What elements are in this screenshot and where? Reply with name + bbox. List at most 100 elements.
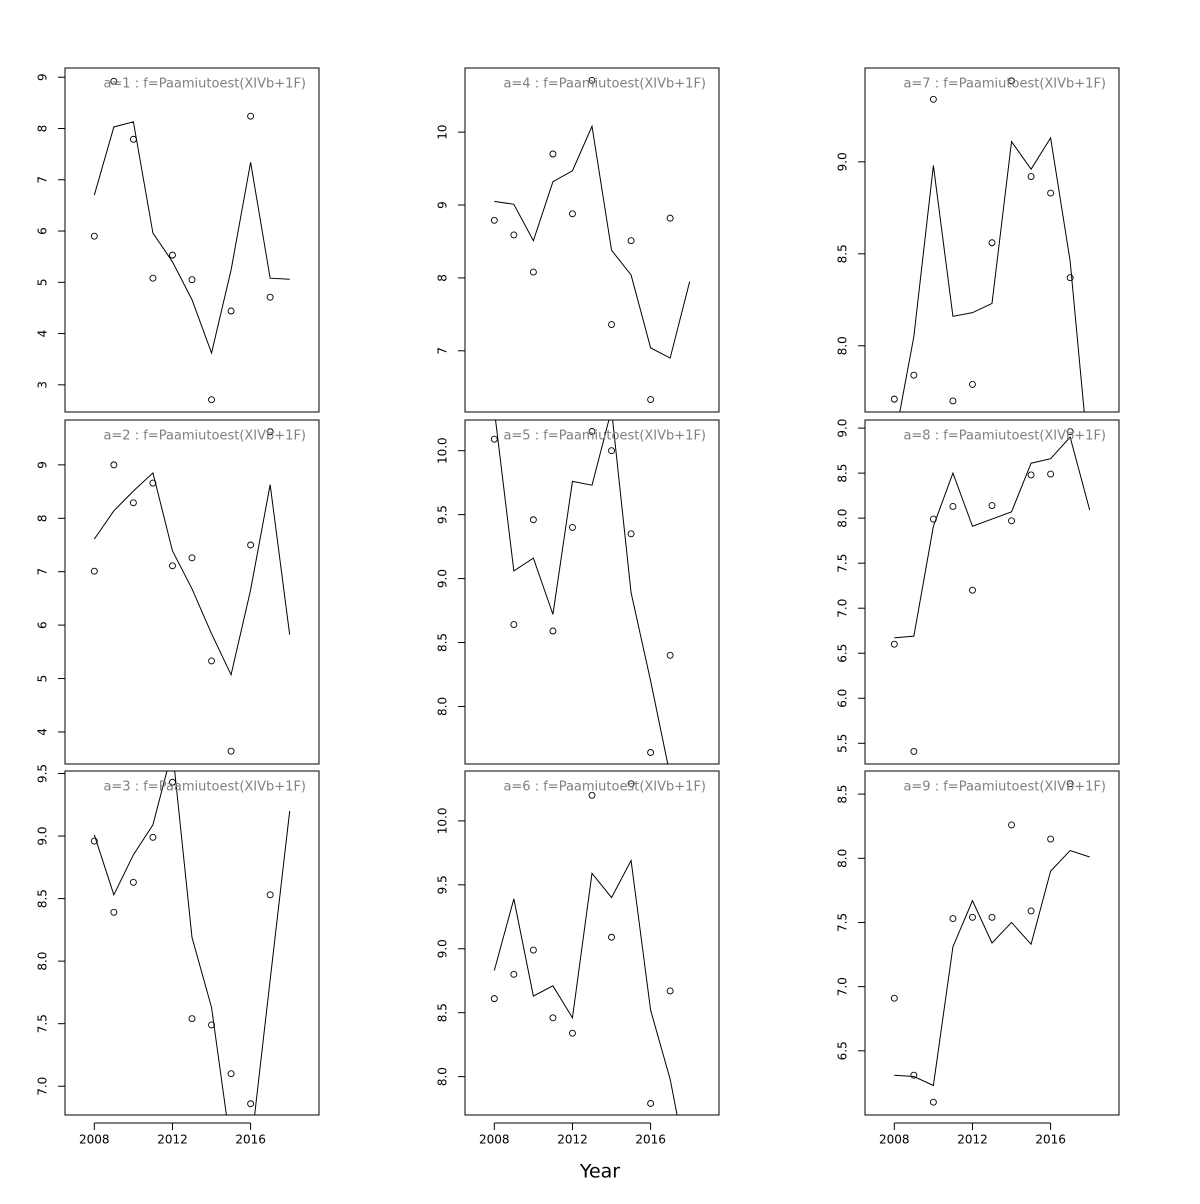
point (247, 541, 255, 549)
point (666, 987, 674, 995)
point (208, 657, 215, 665)
fitted-line (894, 850, 1090, 1087)
point (988, 913, 996, 921)
y-tick-label: 8.5 (836, 464, 850, 483)
point (227, 1070, 235, 1078)
panel-frame (864, 419, 1120, 765)
point (149, 833, 157, 841)
point (1047, 189, 1055, 197)
y-tick-label: 7.5 (836, 913, 850, 932)
point (490, 435, 498, 443)
fitted-line (495, 420, 669, 764)
point (890, 994, 898, 1002)
point (569, 523, 576, 531)
y-tick-label: 8 (436, 274, 450, 282)
y-tick-label: 8.0 (836, 336, 850, 355)
point (266, 428, 274, 436)
point (1027, 907, 1035, 915)
plot-area (490, 76, 691, 404)
point (490, 216, 498, 224)
point (227, 307, 235, 315)
panel-frame (464, 67, 720, 413)
panel-title: a=5 : f=Paamiutoest(XIVb+1F) (503, 429, 706, 444)
point (588, 428, 596, 435)
point (129, 499, 137, 507)
y-tick-label: 5 (36, 278, 50, 286)
point (529, 516, 537, 524)
point (90, 232, 98, 240)
y-tick-label: 9.5 (436, 875, 450, 894)
y-tick-label: 8.0 (436, 697, 450, 716)
fitted-line (93, 121, 290, 355)
point (910, 1071, 918, 1079)
panel-title: a=2 : f=Paamiutoest(XIVb+1F) (103, 429, 306, 444)
panel: a=2 : f=Paamiutoest(XIVb+1F) 4 5 6 7 8 9 (36, 419, 320, 765)
y-tick-label: 6.5 (836, 1041, 850, 1060)
point (608, 321, 615, 328)
plot-area (90, 77, 290, 404)
y-tick-label: 6.0 (836, 689, 850, 708)
x-tick-label: 2016 (1035, 1133, 1066, 1147)
y-tick-label: 8.5 (436, 1003, 450, 1022)
plot-area (890, 780, 1090, 1106)
point (247, 112, 255, 120)
point (110, 461, 118, 469)
y-tick-label: 6 (36, 227, 50, 235)
panel-title: a=4 : f=Paamiutoest(XIVb+1F) (503, 77, 706, 92)
point (666, 651, 674, 659)
point (949, 397, 957, 405)
point (949, 503, 957, 510)
y-tick-label: 9.0 (36, 827, 50, 846)
x-axis-label: Year (579, 1161, 620, 1183)
y-tick-label: 3 (36, 381, 50, 389)
plot-area (490, 780, 678, 1115)
y-tick-label: 8.0 (836, 509, 850, 528)
point (627, 237, 635, 245)
point (969, 380, 976, 388)
point (569, 210, 576, 218)
point (490, 995, 498, 1003)
fitted-line (894, 436, 1091, 639)
point (929, 1098, 937, 1106)
y-tick-label: 7.5 (36, 1014, 50, 1033)
x-tick-label: 2008 (879, 1133, 910, 1147)
panel: a=9 : f=Paamiutoest(XIVb+1F) 6.5 7.0 7.5 8.0… (836, 770, 1120, 1147)
y-tick-label: 9 (36, 73, 50, 81)
point (1008, 517, 1015, 525)
point (110, 908, 118, 916)
point (910, 747, 918, 755)
point (929, 95, 937, 103)
y-tick-label: 8.5 (836, 244, 850, 263)
panel: a=8 : f=Paamiutoest(XIVb+1F) 5.5 6.0 6.5 7.0… (836, 419, 1120, 765)
point (1066, 780, 1074, 788)
y-tick-label: 8.0 (36, 952, 50, 971)
point (910, 371, 918, 379)
point (1066, 428, 1074, 436)
x-tick-label: 2016 (235, 1133, 266, 1147)
panel: a=3 : f=Paamiutoest(XIVb+1F) 7.0 7.5 8.0 8.5… (36, 764, 320, 1147)
point (529, 268, 537, 276)
point (169, 251, 176, 259)
y-tick-label: 9 (436, 201, 450, 209)
point (169, 562, 176, 570)
panel: a=5 : f=Paamiutoest(XIVb+1F) 8.0 8.5 9.0 9.5… (436, 419, 720, 765)
fitted-line (899, 136, 1085, 412)
point (627, 780, 635, 788)
point (969, 586, 976, 594)
point (1008, 821, 1015, 829)
point (227, 747, 235, 755)
point (608, 447, 615, 455)
plot-area (890, 428, 1091, 755)
point (1008, 77, 1015, 85)
plot-area (90, 428, 291, 755)
panel-title: a=7 : f=Paamiutoest(XIVb+1F) (903, 77, 1106, 92)
point (90, 567, 98, 575)
y-tick-label: 7.0 (36, 1077, 50, 1096)
point (110, 77, 118, 85)
y-tick-label: 6.5 (836, 644, 850, 663)
point (588, 76, 596, 84)
point (188, 276, 196, 284)
y-tick-label: 7.0 (836, 599, 850, 618)
point (647, 1100, 655, 1107)
y-tick-label: 9.0 (836, 152, 850, 171)
